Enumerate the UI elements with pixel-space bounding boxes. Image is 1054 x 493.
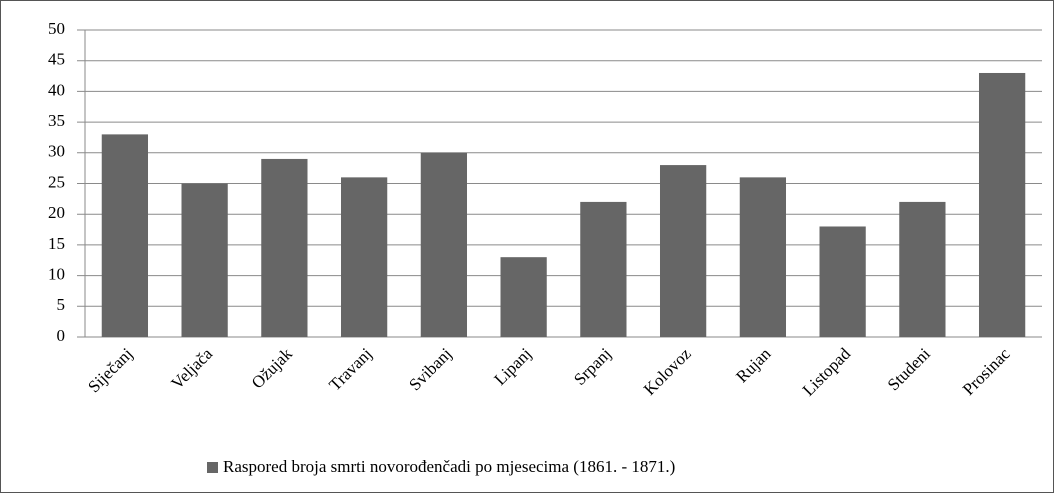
y-tick-label: 20 bbox=[48, 203, 65, 222]
y-tick-label: 0 bbox=[57, 326, 66, 345]
bar bbox=[181, 183, 228, 337]
bar bbox=[659, 165, 707, 337]
bar bbox=[500, 257, 547, 337]
bar bbox=[739, 177, 787, 337]
legend-swatch bbox=[207, 462, 218, 473]
bar bbox=[580, 201, 627, 337]
bar bbox=[340, 177, 388, 337]
y-tick-label: 5 bbox=[57, 295, 66, 314]
y-tick-label: 45 bbox=[48, 50, 65, 69]
y-tick-label: 10 bbox=[48, 265, 65, 284]
y-tick-label: 25 bbox=[48, 172, 65, 191]
y-tick-label: 15 bbox=[48, 234, 65, 253]
bar bbox=[101, 134, 149, 337]
y-tick-label: 35 bbox=[48, 111, 65, 130]
bar bbox=[819, 226, 866, 337]
bar bbox=[261, 158, 308, 337]
bar bbox=[978, 72, 1026, 337]
bar bbox=[420, 152, 468, 337]
y-tick-label: 40 bbox=[48, 80, 65, 99]
y-tick-label: 50 bbox=[48, 19, 65, 38]
bar bbox=[899, 201, 946, 337]
legend-label: Raspored broja smrti novorođenčadi po mj… bbox=[223, 457, 675, 476]
y-tick-label: 30 bbox=[48, 142, 65, 161]
